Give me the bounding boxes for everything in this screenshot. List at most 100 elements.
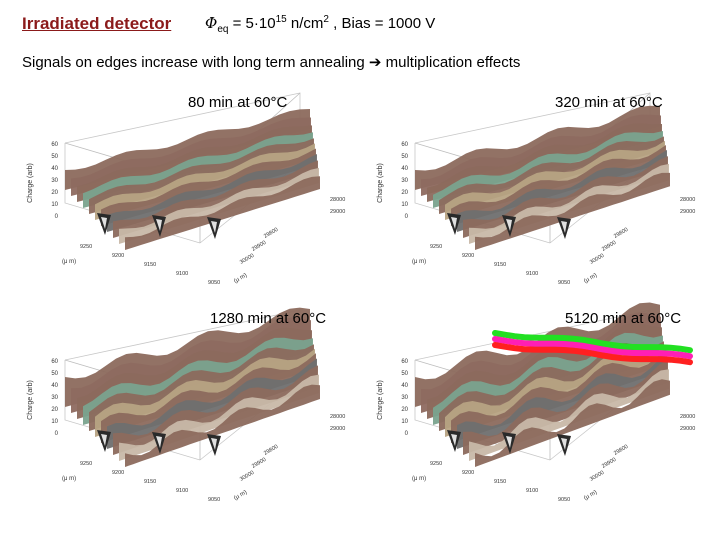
y-tick-label-far: 28000 (330, 414, 345, 420)
y-axis-unit: (μ m) (233, 489, 248, 501)
x-axis: 9250 9200 9150 9100 9050 (μ m) (62, 461, 220, 503)
x-tick-label: 9250 (80, 244, 92, 250)
surface-band (125, 384, 320, 467)
z-tick-label: 20 (401, 407, 408, 413)
x-axis: 9250 9200 9150 9100 9050 (μ m) (412, 461, 570, 503)
y-tick-label: 29900 (251, 240, 267, 253)
z-tick-label: 60 (401, 142, 408, 148)
z-axis-title: Charge (arb) (377, 380, 384, 420)
right-arrow-icon: ➔ (368, 53, 382, 71)
y-tick-label: 30000 (589, 253, 605, 266)
x-tick-label: 9250 (80, 461, 92, 467)
x-tick-label: 9150 (144, 479, 156, 485)
z-tick-label: 10 (401, 202, 408, 208)
surface (415, 105, 670, 250)
y-tick-label: 29800 (263, 227, 279, 240)
surface-band (125, 176, 320, 250)
z-tick-label: 40 (401, 383, 408, 389)
y-tick-label-far: 28000 (680, 414, 695, 420)
y-axis-unit: (μ m) (583, 489, 598, 501)
edge-dip-highlight (156, 436, 162, 448)
z-tick-label: 60 (51, 142, 58, 148)
edge-dip-highlight (211, 438, 217, 450)
y-tick-label-far: 29000 (330, 426, 345, 432)
x-tick-label: 9200 (462, 470, 474, 476)
z-tick-label: 20 (51, 190, 58, 196)
surface-plot-80min: 0 10 20 30 40 50 60 Charge (arb) 9250 9200 9150 910… (27, 92, 345, 286)
z-axis: 0 10 20 30 40 50 60 Charge (arb) (27, 142, 59, 220)
subtitle: Signals on edges increase with long term… (22, 53, 520, 71)
z-tick-label: 30 (51, 178, 58, 184)
y-tick-label: 29800 (613, 227, 629, 240)
plot-panel-1280min: 0 10 20 30 40 50 60 Charge (arb) 9250 9200 9150 910… (20, 295, 370, 505)
z-tick-label: 0 (405, 214, 409, 220)
z-axis-title: Charge (arb) (377, 163, 384, 203)
z-axis: 0 10 20 30 40 50 60 Charge (arb) (377, 142, 409, 220)
surface-plot-320min: 0 10 20 30 40 50 60 Charge (arb) 9250 9200 9150 910… (377, 92, 695, 286)
y-tick-label-far: 28000 (680, 197, 695, 203)
edge-dip-highlight (451, 217, 457, 229)
x-tick-label: 9200 (112, 470, 124, 476)
y-tick-label: 29900 (251, 457, 267, 470)
edge-dip-highlight (506, 436, 512, 448)
y-tick-label-far: 29000 (680, 426, 695, 432)
z-tick-label: 30 (401, 395, 408, 401)
surface-band (475, 379, 670, 467)
z-tick-label: 0 (405, 431, 409, 437)
fluence-bias-formula: Φeq = 5·1015 n/cm2 , Bias = 1000 V (205, 14, 435, 35)
edge-dip-highlight (561, 221, 567, 233)
x-axis-unit: (μ m) (62, 476, 76, 482)
y-axis-unit: (μ m) (583, 272, 598, 284)
edge-dip-highlight (101, 217, 107, 229)
surface (415, 302, 693, 467)
z-tick-label: 50 (401, 371, 408, 377)
z-tick-label: 10 (51, 419, 58, 425)
y-tick-label-far: 29000 (680, 209, 695, 215)
subtitle-text-after: multiplication effects (381, 54, 521, 71)
x-axis-unit: (μ m) (412, 476, 426, 482)
x-axis-unit: (μ m) (62, 259, 76, 265)
panel-label-80min: 80 min at 60°C (188, 94, 288, 111)
unit-exponent: 2 (323, 14, 329, 25)
z-tick-label: 50 (51, 371, 58, 377)
edge-dip-highlight (101, 434, 107, 446)
surface-plot-5120min: 0 10 20 30 40 50 60 Charge (arb) 9250 9200 9150 910… (377, 302, 695, 503)
bias-text: , Bias = 1000 V (328, 15, 436, 32)
x-tick-label: 9050 (208, 280, 220, 286)
surface (65, 307, 320, 467)
x-axis: 9250 9200 9150 9100 9050 (μ m) (412, 244, 570, 286)
z-tick-label: 30 (51, 395, 58, 401)
y-axis-unit: (μ m) (233, 272, 248, 284)
x-tick-label: 9200 (462, 253, 474, 259)
surface-band (475, 172, 670, 250)
z-tick-label: 0 (55, 214, 59, 220)
z-tick-label: 50 (401, 154, 408, 160)
z-tick-label: 10 (401, 419, 408, 425)
panel-label-1280min: 1280 min at 60°C (210, 310, 327, 327)
plot-panel-320min: 0 10 20 30 40 50 60 Charge (arb) 9250 9200 9150 910… (370, 78, 720, 288)
page-title: Irradiated detector (22, 14, 172, 33)
y-tick-label: 30000 (239, 470, 255, 483)
fluence-exponent: 15 (275, 14, 287, 25)
edge-dip-highlight (451, 434, 457, 446)
phi-symbol: Φ (205, 14, 218, 32)
x-tick-label: 9250 (430, 461, 442, 467)
highlight-ribbon (492, 330, 693, 354)
x-tick-label: 9100 (526, 488, 538, 494)
panel-label-5120min: 5120 min at 60°C (565, 310, 682, 327)
x-tick-label: 9150 (494, 262, 506, 268)
x-axis-unit: (μ m) (412, 259, 426, 265)
surface-band (457, 352, 667, 449)
z-tick-label: 40 (51, 383, 58, 389)
z-tick-label: 0 (55, 431, 59, 437)
surface-band (451, 348, 666, 443)
z-tick-label: 10 (51, 202, 58, 208)
y-tick-label-far: 29000 (330, 209, 345, 215)
phi-subscript: eq (217, 24, 229, 35)
y-tick-label: 29800 (263, 444, 279, 457)
z-tick-label: 50 (51, 154, 58, 160)
panel-label-320min: 320 min at 60°C (555, 94, 663, 111)
